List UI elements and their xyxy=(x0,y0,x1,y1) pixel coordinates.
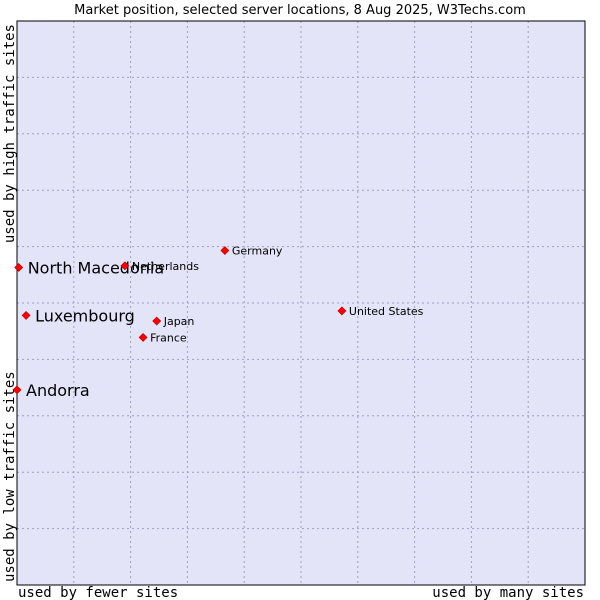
y-axis-label-top: used by high traffic sites xyxy=(2,24,18,243)
data-label-united-states: United States xyxy=(349,305,424,318)
data-label-north-macedonia: North Macedonia xyxy=(28,258,164,277)
data-point-france xyxy=(138,332,148,342)
data-point-germany xyxy=(220,246,230,255)
x-axis-label-right: used by many sites xyxy=(432,585,584,600)
data-label-japan: Japan xyxy=(163,315,195,328)
chart-title: Market position, selected server locatio… xyxy=(74,3,526,18)
data-point-netherlands xyxy=(120,261,130,271)
data-label-netherlands: Netherlands xyxy=(132,260,199,273)
data-point-north-macedonia xyxy=(14,263,24,272)
data-point-luxembourg xyxy=(21,310,31,320)
data-label-luxembourg: Luxembourg xyxy=(35,306,135,325)
y-axis-label-bottom: used by low traffic sites xyxy=(2,371,18,582)
data-point-japan xyxy=(152,316,162,326)
data-points: North Macedonia Luxembourg Andorra Netherla… xyxy=(12,245,424,400)
data-point-andorra xyxy=(12,385,22,395)
data-point-united-states xyxy=(337,306,347,316)
data-label-france: France xyxy=(150,331,187,344)
grid-lines xyxy=(17,21,585,585)
data-label-andorra: Andorra xyxy=(26,381,90,400)
plot-border xyxy=(16,20,586,586)
data-label-germany: Germany xyxy=(232,245,283,258)
x-axis-label-left: used by fewer sites xyxy=(18,585,178,600)
